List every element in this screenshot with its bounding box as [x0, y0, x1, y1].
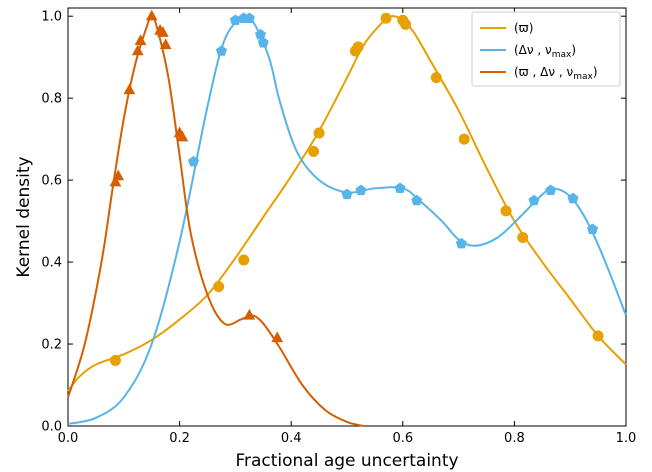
data-point-pentagon: [188, 155, 200, 167]
data-point-pentagon: [545, 184, 557, 196]
data-point-triangle: [131, 44, 144, 56]
x-tick-label: 0.0: [58, 431, 79, 446]
data-point-circle: [213, 281, 225, 293]
y-tick-label: 0.2: [41, 338, 62, 353]
legend-label: (Δν , νmax): [514, 43, 576, 60]
series-line-3: [67, 15, 364, 427]
data-point-triangle: [243, 308, 256, 320]
data-point-circle: [308, 145, 320, 157]
legend-label: (ϖ): [514, 21, 533, 35]
axis-ticks: 0.0 0.2 0.4 0.6 0.8 1.0 0.0 0.2 0.4 0.6 0.8 1.0: [41, 8, 636, 446]
y-tick-label: 0.0: [41, 420, 62, 435]
y-tick-label: 0.4: [41, 256, 62, 271]
data-point-circle: [238, 254, 250, 266]
data-point-pentagon: [229, 14, 241, 25]
data-point-triangle: [134, 34, 147, 46]
y-tick-label: 1.0: [41, 10, 62, 25]
legend-frame: [471, 11, 621, 87]
x-tick-label: 1.0: [616, 431, 637, 446]
y-tick-label: 0.6: [41, 174, 62, 189]
data-point-circle: [313, 127, 325, 139]
data-point-triangle: [145, 9, 158, 21]
data-point-triangle: [176, 130, 189, 142]
data-point-circle: [352, 41, 364, 53]
data-point-pentagon: [455, 237, 467, 249]
data-point-pentagon: [528, 194, 540, 206]
data-point-circle: [517, 231, 529, 243]
legend-label: (ϖ , Δν , νmax): [514, 65, 598, 82]
data-point-circle: [592, 330, 604, 342]
series-markers: [109, 9, 604, 366]
data-point-pentagon: [567, 192, 579, 204]
y-axis-title: Kernel density: [14, 156, 34, 277]
data-point-pentagon: [257, 37, 269, 48]
data-point-triangle: [271, 331, 284, 343]
y-tick-label: 0.8: [41, 92, 62, 107]
data-point-triangle: [109, 175, 122, 187]
data-point-circle: [380, 12, 392, 24]
data-point-pentagon: [587, 223, 599, 234]
data-point-pentagon: [254, 28, 267, 40]
x-axis-title: Fractional age uncertainty: [235, 451, 458, 471]
data-point-circle: [109, 354, 121, 366]
x-tick-label: 0.8: [504, 431, 525, 446]
data-point-circle: [458, 133, 470, 145]
legend: (ϖ) (Δν , νmax) (ϖ , Δν , νmax): [471, 11, 621, 87]
data-point-triangle: [123, 83, 136, 95]
data-point-pentagon: [341, 188, 353, 200]
series-line-1: [67, 15, 627, 392]
x-tick-label: 0.2: [169, 431, 190, 446]
x-tick-label: 0.4: [281, 431, 302, 446]
data-point-pentagon: [411, 194, 423, 206]
data-point-circle: [400, 18, 412, 30]
data-point-pentagon: [355, 184, 367, 196]
data-point-triangle: [157, 26, 169, 37]
data-point-pentagon: [215, 45, 227, 56]
data-point-circle: [430, 72, 442, 84]
x-tick-label: 0.6: [392, 431, 413, 446]
data-point-triangle: [112, 169, 125, 181]
data-point-triangle: [159, 38, 172, 50]
data-point-pentagon: [394, 182, 406, 194]
data-point-circle: [500, 205, 512, 217]
data-point-pentagon: [243, 12, 255, 23]
